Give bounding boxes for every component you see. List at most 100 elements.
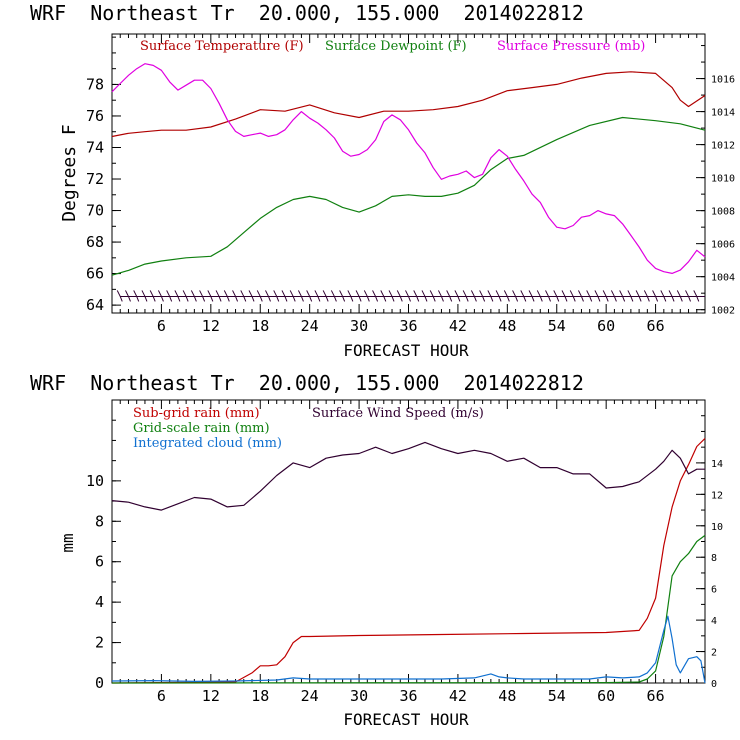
- y2-tick-label: 1014: [711, 108, 735, 119]
- temperature-x-ticks: 6 12 18 24 30 36 42 48 54 60 66: [119, 34, 698, 335]
- y-tick-label: 78: [86, 75, 104, 93]
- wind-barb: [141, 290, 146, 297]
- wind-barb: [432, 296, 436, 302]
- legend-gridscale-rain: Grid-scale rain (mm): [133, 421, 270, 436]
- wind-barb: [317, 296, 321, 302]
- wind-barb: [498, 296, 502, 302]
- wind-barb: [440, 296, 444, 302]
- wind-barb: [622, 296, 626, 302]
- legend-wind-speed: Surface Wind Speed (m/s): [312, 406, 484, 421]
- wind-barb: [594, 290, 599, 297]
- wind-barb: [569, 290, 574, 297]
- wind-barb: [619, 290, 624, 297]
- temperature-plot-frame: [111, 33, 706, 314]
- wind-barb: [322, 290, 327, 297]
- wind-barb: [531, 296, 535, 302]
- wind-barb: [523, 296, 527, 302]
- wind-barb: [685, 290, 689, 297]
- wind-barb: [470, 290, 475, 297]
- wind-barb: [240, 290, 245, 297]
- wind-barb: [416, 296, 420, 302]
- x-tick-label: 42: [449, 317, 467, 335]
- temperature-panel: WRF Northeast Tr 20.000, 155.000 2014022…: [30, 1, 735, 360]
- wind-barb: [676, 290, 681, 297]
- y2-tick-label: 1002: [711, 306, 735, 317]
- wind-barb: [306, 290, 311, 297]
- wind-barb: [487, 290, 492, 297]
- wind-barb: [372, 290, 377, 297]
- wind-barb: [399, 296, 403, 302]
- wind-barb: [325, 296, 329, 302]
- y2-tick-label: 4: [711, 616, 717, 627]
- wind-barb: [578, 290, 582, 297]
- wind-barb: [446, 290, 451, 297]
- wind-barb: [380, 290, 385, 297]
- subgrid-rain-line: [111, 437, 706, 684]
- wind-barb: [539, 296, 543, 302]
- wind-barb: [276, 296, 280, 302]
- wind-barb: [396, 290, 401, 297]
- wind-barb: [383, 296, 387, 302]
- wind-barb: [160, 296, 164, 302]
- wind-barb: [391, 296, 395, 302]
- y2-tick-label: 6: [711, 585, 717, 596]
- wind-barb: [375, 296, 379, 302]
- wind-barb: [482, 296, 486, 302]
- wind-barb: [660, 290, 665, 297]
- wind-barb: [635, 290, 640, 297]
- y-tick-label: 74: [86, 138, 104, 156]
- y-tick-label: 70: [86, 202, 104, 220]
- wind-barb: [515, 296, 519, 302]
- wind-barb: [363, 290, 368, 297]
- x-tick-label: 42: [449, 687, 467, 705]
- wind-barb: [210, 296, 214, 302]
- temperature-series: [111, 63, 706, 276]
- wind-barb: [215, 290, 220, 297]
- wind-barb: [545, 290, 549, 297]
- wind-barb: [610, 290, 615, 297]
- y2-tick-label: 1006: [711, 240, 735, 251]
- wind-barb: [190, 290, 195, 297]
- wind-barb: [652, 290, 657, 297]
- precipitation-x-axis-label: FORECAST HOUR: [343, 710, 469, 729]
- wind-barb: [309, 296, 313, 302]
- wind-barb: [561, 290, 566, 297]
- wind-barb: [174, 290, 179, 297]
- wind-barb: [671, 296, 675, 302]
- y2-tick-label: 14: [711, 459, 723, 470]
- y-tick-label: 76: [86, 107, 104, 125]
- wind-barb: [265, 290, 269, 297]
- x-tick-label: 30: [350, 687, 368, 705]
- wind-barb: [119, 296, 123, 302]
- wind-barb: [330, 290, 335, 297]
- wind-barb: [350, 296, 354, 302]
- wind-barb: [495, 290, 500, 297]
- wind-barb: [693, 290, 698, 297]
- wind-barb: [597, 296, 601, 302]
- wind-barb: [627, 290, 632, 297]
- wind-barb: [226, 296, 230, 302]
- y2-tick-label: 0: [711, 679, 717, 690]
- wind-barb: [437, 290, 442, 297]
- wind-barb: [429, 290, 434, 297]
- temperature-line: [111, 71, 706, 138]
- wind-barb: [251, 296, 255, 302]
- wind-barb: [339, 290, 344, 297]
- wind-barb: [300, 296, 304, 302]
- wind-barb: [630, 296, 634, 302]
- y2-tick-label: 8: [711, 553, 717, 564]
- x-tick-label: 18: [251, 317, 269, 335]
- wind-barb: [462, 290, 467, 297]
- wind-barb: [605, 296, 609, 302]
- y-tick-label: 66: [86, 265, 104, 283]
- wind-barb: [465, 296, 469, 302]
- wind-barb: [281, 290, 286, 297]
- wind-barb: [454, 290, 459, 297]
- x-tick-label: 54: [548, 317, 566, 335]
- wind-barb: [655, 296, 659, 302]
- wind-barb: [136, 296, 140, 302]
- y2-tick-label: 1010: [711, 174, 735, 185]
- y2-tick-label: 1012: [711, 141, 735, 152]
- wind-barb: [207, 290, 212, 297]
- wind-barb: [289, 290, 294, 297]
